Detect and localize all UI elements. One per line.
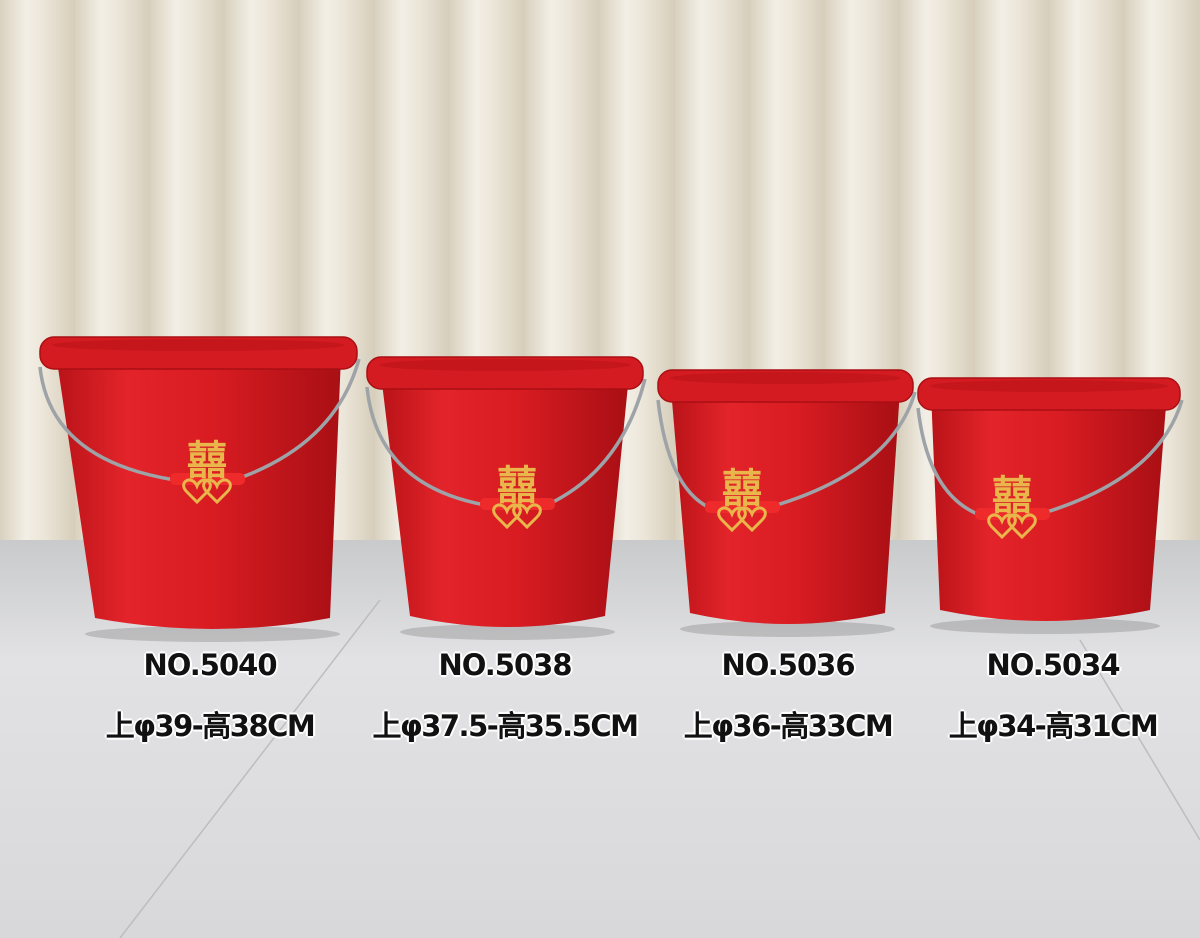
bucket-shadow [680, 621, 895, 637]
product-model-label: NO.5034 [986, 648, 1120, 682]
bucket-shadow [400, 624, 615, 640]
product-model-label: NO.5036 [721, 648, 855, 682]
product-size-label: 上φ36-高33CM [683, 709, 894, 743]
double-happiness-icon: 囍 [187, 437, 227, 484]
product-size-label: 上φ39-高38CM [105, 709, 316, 743]
bucket-opening [52, 339, 345, 351]
product-model-label: NO.5038 [438, 648, 572, 682]
double-happiness-icon: 囍 [497, 462, 537, 509]
hearts-icon [717, 506, 767, 533]
red-bucket: 囍 [916, 377, 1184, 634]
hearts-icon [492, 503, 542, 530]
red-bucket: 囍 [365, 356, 647, 640]
bucket-opening [379, 359, 631, 371]
bucket-body [931, 394, 1167, 621]
bucket-opening [930, 380, 1168, 392]
hearts-icon [987, 513, 1037, 540]
double-happiness-icon: 囍 [722, 465, 762, 512]
red-bucket: 囍 [38, 336, 361, 642]
bucket-shadow [85, 626, 340, 642]
product-size-label: 上φ37.5-高35.5CM [372, 709, 639, 743]
product-size-label: 上φ34-高31CM [948, 709, 1159, 743]
red-bucket: 囍 [656, 369, 917, 637]
metal-handle [656, 391, 917, 510]
bucket-opening [670, 372, 901, 384]
bucket-body [670, 386, 901, 624]
hearts-icon [182, 478, 232, 505]
floor-tile-seam [1079, 639, 1200, 841]
bucket-shadow [930, 618, 1160, 634]
floor-tile-seam [119, 599, 381, 938]
metal-handle [916, 399, 1184, 517]
product-model-label: NO.5040 [143, 648, 277, 682]
bucket-body [55, 353, 342, 629]
double-happiness-icon: 囍 [992, 472, 1032, 519]
